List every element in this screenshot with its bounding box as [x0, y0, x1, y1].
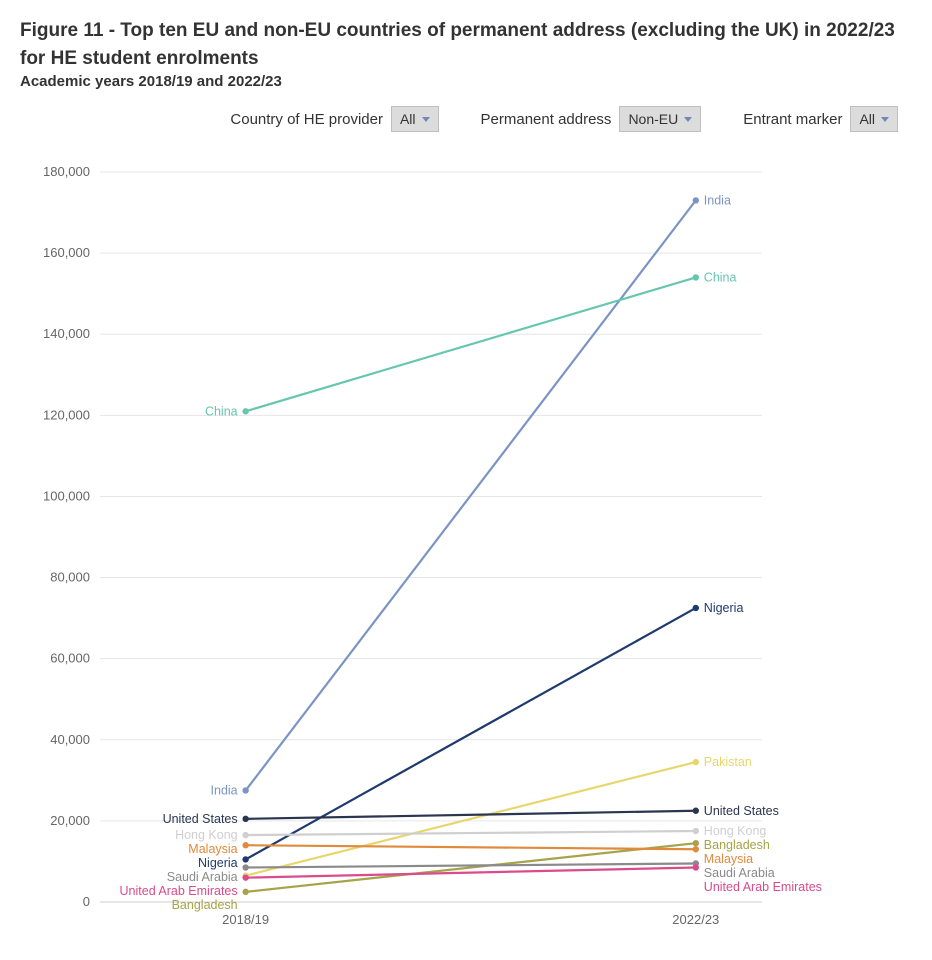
- series-marker: [693, 808, 699, 814]
- series-label: Malaysia: [704, 852, 753, 866]
- y-tick-label: 120,000: [43, 408, 90, 423]
- chevron-down-icon: [422, 117, 430, 122]
- series-marker: [242, 856, 248, 862]
- filter-entrant-value: All: [859, 111, 875, 127]
- series-label: Saudi Arabia: [167, 870, 238, 884]
- series-marker: [693, 846, 699, 852]
- series-marker: [242, 865, 248, 871]
- series-label: United States: [704, 804, 779, 818]
- series-marker: [242, 832, 248, 838]
- y-tick-label: 20,000: [50, 813, 90, 828]
- slope-chart-svg: 0 20,000 40,000 60,000 80,000 100,000 120,000 1…: [20, 142, 912, 942]
- y-tick-label: 160,000: [43, 245, 90, 260]
- x-tick-label: 2022/23: [672, 912, 719, 927]
- y-tick-label: 140,000: [43, 327, 90, 342]
- filter-provider-label: Country of HE provider: [230, 111, 383, 128]
- series-label: Hong Kong: [175, 828, 238, 842]
- series-label: Pakistan: [704, 755, 752, 769]
- chart-title-line1: Figure 11 - Top ten EU and non-EU countr…: [20, 18, 912, 44]
- series-label: India: [704, 194, 731, 208]
- y-tick-label: 60,000: [50, 651, 90, 666]
- series-label: China: [704, 271, 737, 285]
- chevron-down-icon: [684, 117, 692, 122]
- filter-provider: Country of HE provider All: [230, 106, 438, 132]
- y-tick-label: 80,000: [50, 570, 90, 585]
- series-label: Malaysia: [188, 842, 237, 856]
- series-label: Bangladesh: [172, 898, 238, 912]
- series-marker: [242, 842, 248, 848]
- series-marker: [242, 788, 248, 794]
- series-marker: [242, 816, 248, 822]
- filter-address-value: Non-EU: [628, 111, 678, 127]
- x-tick-label: 2018/19: [222, 912, 269, 927]
- filter-entrant: Entrant marker All: [743, 106, 898, 132]
- filter-address-label: Permanent address: [481, 111, 612, 128]
- series-marker: [693, 828, 699, 834]
- series-marker: [693, 197, 699, 203]
- series-label: Hong Kong: [704, 824, 767, 838]
- chevron-down-icon: [881, 117, 889, 122]
- series-marker: [242, 889, 248, 895]
- y-tick-label: 180,000: [43, 164, 90, 179]
- series-marker: [242, 875, 248, 881]
- series-marker: [242, 408, 248, 414]
- chart-subtitle: Academic years 2018/19 and 2022/23: [20, 73, 912, 90]
- series-label: Nigeria: [198, 856, 238, 870]
- filter-provider-dropdown[interactable]: All: [391, 106, 439, 132]
- series-label: United States: [163, 812, 238, 826]
- series-label: United Arab Emirates: [704, 880, 822, 894]
- series-label: Saudi Arabia: [704, 866, 775, 880]
- y-tick-label: 40,000: [50, 732, 90, 747]
- filter-entrant-label: Entrant marker: [743, 111, 842, 128]
- series-marker: [693, 275, 699, 281]
- series-label: China: [205, 405, 238, 419]
- series-marker: [693, 759, 699, 765]
- series-marker: [693, 605, 699, 611]
- y-tick-label: 100,000: [43, 489, 90, 504]
- filter-address-dropdown[interactable]: Non-EU: [619, 106, 701, 132]
- series-label: United Arab Emirates: [120, 884, 238, 898]
- y-tick-label: 0: [83, 894, 90, 909]
- series-label: Bangladesh: [704, 838, 770, 852]
- slope-chart: 0 20,000 40,000 60,000 80,000 100,000 120,000 1…: [20, 142, 912, 942]
- filter-provider-value: All: [400, 111, 416, 127]
- filter-entrant-dropdown[interactable]: All: [850, 106, 898, 132]
- series-label: Nigeria: [704, 601, 744, 615]
- chart-title-line2: for HE student enrolments: [20, 46, 912, 72]
- series-marker: [693, 840, 699, 846]
- filter-address: Permanent address Non-EU: [481, 106, 702, 132]
- series-marker: [693, 865, 699, 871]
- series-label: India: [211, 784, 238, 798]
- filter-bar: Country of HE provider All Permanent add…: [20, 106, 912, 132]
